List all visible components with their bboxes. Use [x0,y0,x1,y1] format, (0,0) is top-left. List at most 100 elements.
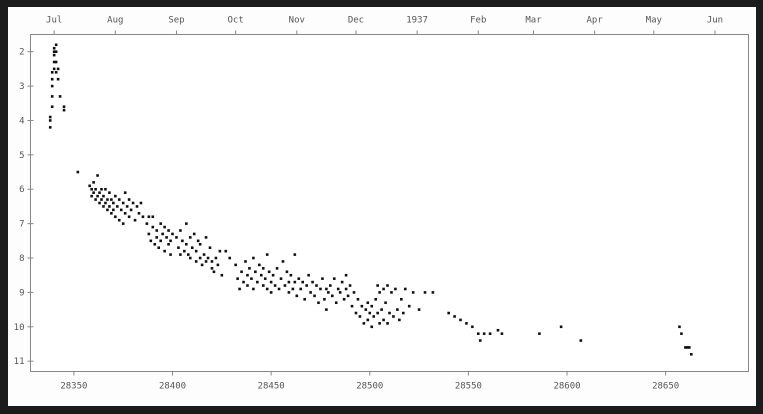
data-point [119,208,123,212]
data-point [293,280,297,284]
data-point [157,246,161,250]
top-axis-label: Sep [168,16,184,26]
data-point [329,284,332,287]
top-axis-label: Nov [289,16,305,26]
data-point [327,291,330,294]
data-point [496,328,500,332]
y-tick-label: 6 [19,185,24,195]
data-point [350,304,354,308]
data-point [289,273,293,277]
y-tick-label: 9 [19,288,24,298]
data-point [252,287,255,291]
data-point [579,339,583,342]
data-point [100,187,103,191]
data-point [254,270,257,274]
data-point [386,284,389,287]
data-point [321,277,324,280]
data-point [147,215,151,219]
data-point [325,287,328,291]
data-point [275,267,279,270]
data-point [323,297,326,301]
data-point [171,232,174,236]
x-tick-label: 28450 [258,382,285,392]
data-point [62,108,66,112]
data-point [287,280,291,284]
data-point [117,198,121,201]
data-point [471,325,474,329]
data-point [478,339,482,342]
y-axis: 2 3 4 5 6 7 8 9 10 11 [14,48,34,367]
data-point [76,170,80,174]
data-point [50,84,54,88]
data-point [104,187,107,191]
data-point [358,315,362,318]
data-point [360,304,364,308]
data-point [281,260,285,263]
data-point [228,256,232,260]
data-point [194,249,198,253]
data-point [342,297,346,301]
data-point [417,308,421,311]
x-tick-label: 28400 [159,382,186,392]
data-point [48,119,52,122]
data-point [165,236,168,239]
y-tick-label: 8 [19,254,24,264]
data-point [376,311,379,315]
data-point [155,229,159,232]
data-point [188,236,192,239]
data-point [246,273,249,277]
data-point [177,246,180,250]
data-point [125,205,129,208]
top-axis-label: Oct [228,16,244,26]
data-point [137,212,141,215]
data-point [234,263,237,267]
data-point [114,194,117,198]
y-tick-label: 11 [14,357,25,367]
data-point [106,198,109,201]
data-point [259,273,263,277]
x-tick-label: 28500 [356,382,383,392]
data-point [330,294,334,298]
data-point [56,77,60,81]
data-point [54,60,58,64]
top-axis-label: 1937 [406,16,428,26]
top-axis-month-labels: Jul Aug Sep Oct Nov Dec 1937 Feb Mar Apr May Jun [46,16,723,35]
data-point [362,322,366,325]
data-point [190,246,194,250]
data-point [52,46,56,50]
data-point [200,263,204,267]
data-point [100,198,103,201]
data-point [252,256,255,260]
data-points [48,43,693,356]
data-point [96,194,99,198]
top-axis-label: Aug [107,16,123,26]
data-point [407,304,411,308]
data-point [285,270,289,274]
data-point [559,325,563,329]
data-point [110,198,113,201]
data-point [102,194,105,198]
data-point [149,239,153,243]
top-axis-label: Dec [348,16,364,26]
data-point [108,191,111,194]
data-point [212,270,216,274]
data-point [106,208,109,212]
data-point [94,187,97,191]
data-point [151,215,155,219]
data-point [366,301,370,305]
data-point [123,191,127,194]
data-point [403,287,407,291]
data-point [141,215,145,219]
data-point [269,280,273,284]
data-point [386,322,389,325]
data-point [117,218,121,222]
data-point [216,263,220,267]
data-point [210,260,214,263]
data-point [210,267,214,270]
data-point [198,256,202,260]
data-point [204,236,208,239]
data-point [112,201,115,205]
data-point [54,50,58,53]
data-point [453,315,456,318]
x-tick-label: 28650 [652,382,679,392]
